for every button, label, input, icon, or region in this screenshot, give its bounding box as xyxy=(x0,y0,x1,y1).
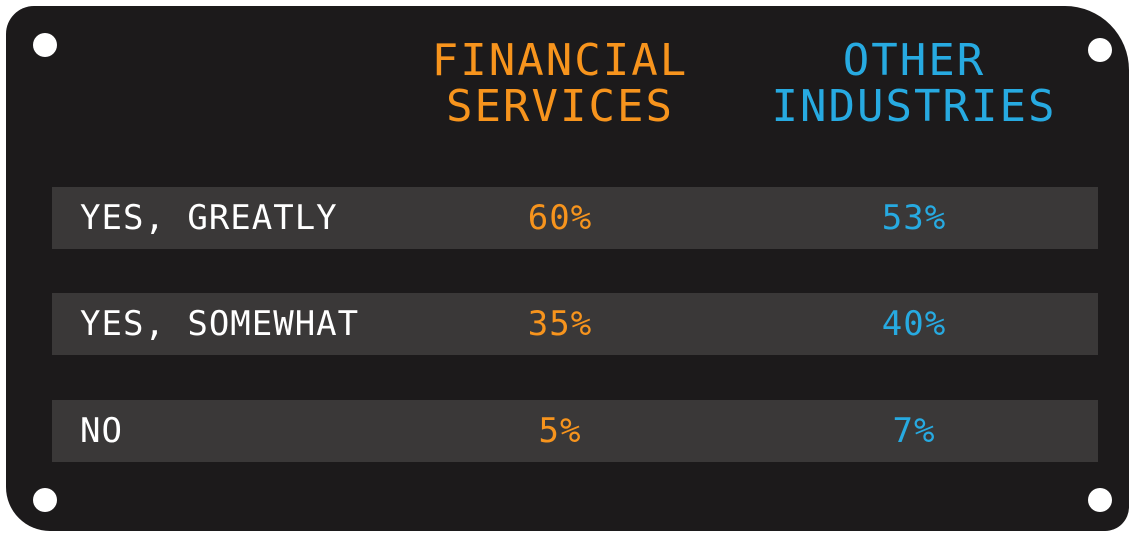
row-label: YES, SOMEWHAT xyxy=(80,304,360,344)
value: 53% xyxy=(881,198,947,238)
row-label: YES, GREATLY xyxy=(80,198,338,238)
value: 40% xyxy=(881,304,947,344)
rivet xyxy=(1088,38,1112,62)
row: NO 5% 7% xyxy=(52,400,1098,462)
column-header: FINANCIAL SERVICES xyxy=(431,35,689,132)
rivet xyxy=(33,488,57,512)
row-label: NO xyxy=(80,411,123,451)
value: 5% xyxy=(538,411,582,451)
row: YES, GREATLY 60% 53% xyxy=(52,187,1098,249)
row: YES, SOMEWHAT 35% 40% xyxy=(52,293,1098,355)
rivet xyxy=(33,33,57,57)
column-header: OTHER INDUSTRIES xyxy=(771,35,1057,132)
value: 35% xyxy=(527,304,593,344)
rivet xyxy=(1088,488,1112,512)
value: 7% xyxy=(892,411,936,451)
value: 60% xyxy=(527,198,593,238)
